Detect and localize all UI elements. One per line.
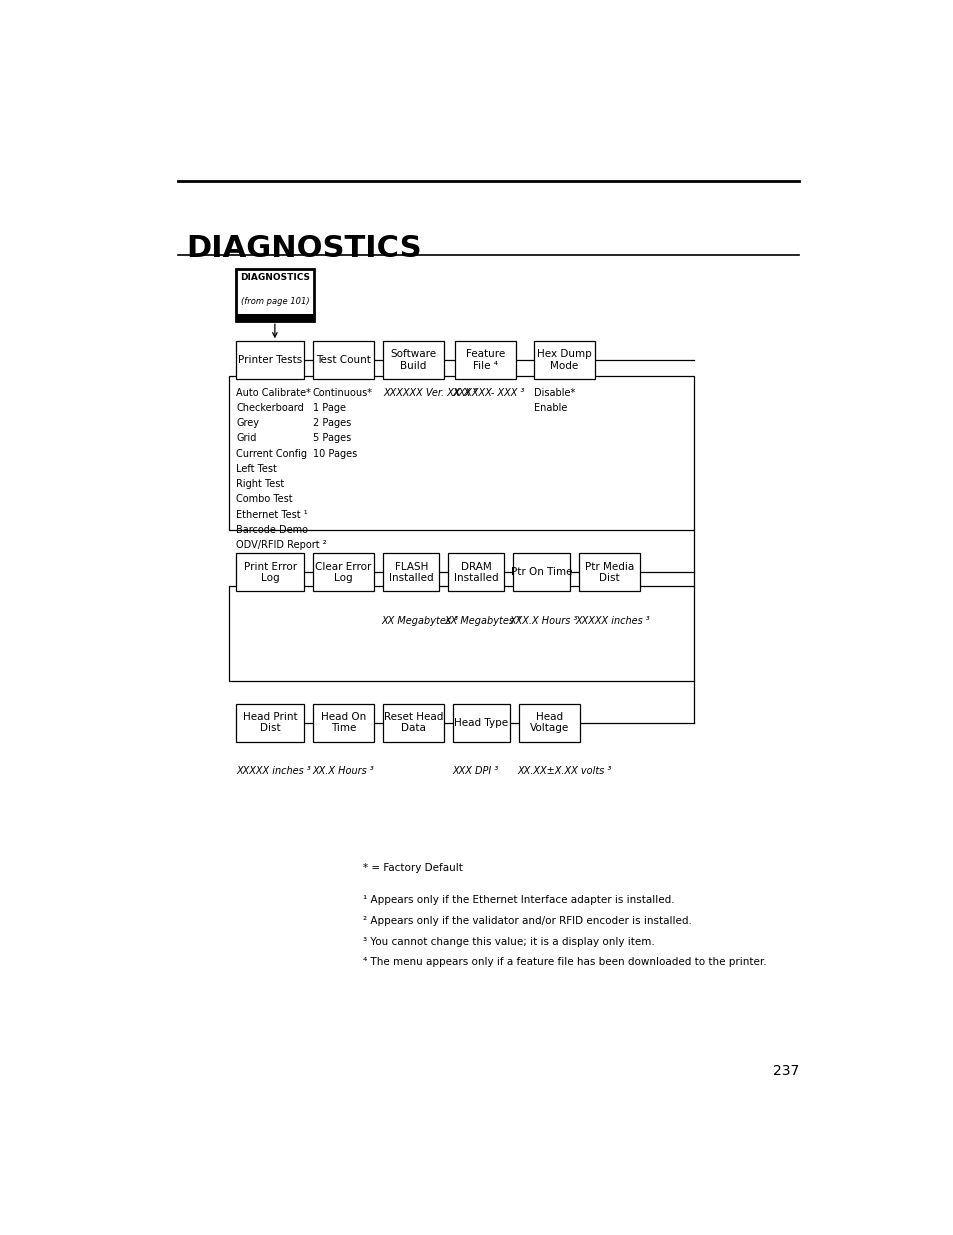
Bar bbox=[578, 553, 639, 592]
Bar bbox=[383, 341, 443, 379]
Text: ⁴ The menu appears only if a feature file has been downloaded to the printer.: ⁴ The menu appears only if a feature fil… bbox=[363, 957, 766, 967]
Text: Checkerboard: Checkerboard bbox=[235, 403, 303, 412]
Text: Clear Error
Log: Clear Error Log bbox=[314, 562, 371, 583]
Text: Grey: Grey bbox=[235, 419, 259, 429]
Text: Enable: Enable bbox=[534, 403, 567, 412]
Text: Current Config: Current Config bbox=[235, 448, 307, 458]
Bar bbox=[235, 553, 304, 592]
Text: XXX DPI ³: XXX DPI ³ bbox=[452, 766, 497, 777]
Text: Print Error
Log: Print Error Log bbox=[243, 562, 296, 583]
Bar bbox=[313, 341, 374, 379]
Text: Right Test: Right Test bbox=[235, 479, 284, 489]
Bar bbox=[235, 341, 304, 379]
Text: Continuous*: Continuous* bbox=[313, 388, 373, 398]
Text: XXXXX inches ³: XXXXX inches ³ bbox=[235, 766, 311, 777]
Text: Printer Tests: Printer Tests bbox=[237, 356, 302, 366]
Text: * = Factory Default: * = Factory Default bbox=[363, 863, 462, 873]
Text: ODV/RFID Report ²: ODV/RFID Report ² bbox=[235, 540, 326, 550]
Text: 237: 237 bbox=[772, 1065, 799, 1078]
Text: XX Megabytes ³: XX Megabytes ³ bbox=[444, 616, 521, 626]
Text: XXX.X Hours ³: XXX.X Hours ³ bbox=[509, 616, 578, 626]
Bar bbox=[383, 553, 439, 592]
Text: Combo Test: Combo Test bbox=[235, 494, 293, 504]
Text: Head Print
Dist: Head Print Dist bbox=[242, 711, 297, 734]
Bar bbox=[455, 341, 515, 379]
Text: XXXXX inches ³: XXXXX inches ³ bbox=[575, 616, 650, 626]
Text: Auto Calibrate*: Auto Calibrate* bbox=[235, 388, 311, 398]
Text: 2 Pages: 2 Pages bbox=[313, 419, 351, 429]
Text: ¹ Appears only if the Ethernet Interface adapter is installed.: ¹ Appears only if the Ethernet Interface… bbox=[363, 894, 674, 905]
Text: DIAGNOSTICS: DIAGNOSTICS bbox=[186, 233, 421, 263]
Text: Hex Dump
Mode: Hex Dump Mode bbox=[537, 350, 591, 370]
Text: Disable*: Disable* bbox=[534, 388, 575, 398]
Text: XX Megabytes ³: XX Megabytes ³ bbox=[380, 616, 457, 626]
Text: DIAGNOSTICS: DIAGNOSTICS bbox=[239, 273, 310, 282]
Bar bbox=[518, 704, 579, 741]
Text: 10 Pages: 10 Pages bbox=[313, 448, 356, 458]
Text: XX.XX±X.XX volts ³: XX.XX±X.XX volts ³ bbox=[517, 766, 611, 777]
Text: Head On
Time: Head On Time bbox=[320, 711, 366, 734]
Text: Head Type: Head Type bbox=[454, 718, 508, 727]
Bar bbox=[229, 585, 694, 680]
Text: Grid: Grid bbox=[235, 433, 256, 443]
Bar bbox=[229, 377, 694, 531]
Bar bbox=[448, 553, 504, 592]
Text: XXXXXX Ver. XX X ³: XXXXXX Ver. XX X ³ bbox=[383, 388, 476, 398]
Text: Ethernet Test ¹: Ethernet Test ¹ bbox=[235, 510, 308, 520]
Text: Reset Head
Data: Reset Head Data bbox=[383, 711, 443, 734]
Text: Head
Voltage: Head Voltage bbox=[529, 711, 569, 734]
Bar bbox=[313, 704, 374, 741]
Text: 1 Page: 1 Page bbox=[313, 403, 346, 412]
Bar bbox=[313, 553, 374, 592]
Text: Ptr Media
Dist: Ptr Media Dist bbox=[584, 562, 634, 583]
Bar bbox=[235, 269, 314, 321]
Text: Feature
File ⁴: Feature File ⁴ bbox=[465, 350, 504, 370]
Bar bbox=[235, 704, 304, 741]
Bar bbox=[235, 314, 314, 321]
Text: XX.X Hours ³: XX.X Hours ³ bbox=[312, 766, 374, 777]
Text: XXXXXX- XXX ³: XXXXXX- XXX ³ bbox=[452, 388, 524, 398]
Text: DRAM
Installed: DRAM Installed bbox=[454, 562, 498, 583]
Text: Left Test: Left Test bbox=[235, 464, 276, 474]
Bar bbox=[453, 704, 509, 741]
Text: ³ You cannot change this value; it is a display only item.: ³ You cannot change this value; it is a … bbox=[363, 936, 655, 946]
Text: Test Count: Test Count bbox=[315, 356, 371, 366]
Text: FLASH
Installed: FLASH Installed bbox=[389, 562, 434, 583]
Bar bbox=[513, 553, 569, 592]
Text: ² Appears only if the validator and/or RFID encoder is installed.: ² Appears only if the validator and/or R… bbox=[363, 915, 691, 925]
Text: (from page 101): (from page 101) bbox=[240, 296, 309, 306]
Bar bbox=[534, 341, 594, 379]
Text: 5 Pages: 5 Pages bbox=[313, 433, 351, 443]
Text: Software
Build: Software Build bbox=[390, 350, 436, 370]
Text: Barcode Demo: Barcode Demo bbox=[235, 525, 308, 535]
Bar bbox=[383, 704, 443, 741]
Text: Ptr On Time: Ptr On Time bbox=[510, 567, 572, 577]
